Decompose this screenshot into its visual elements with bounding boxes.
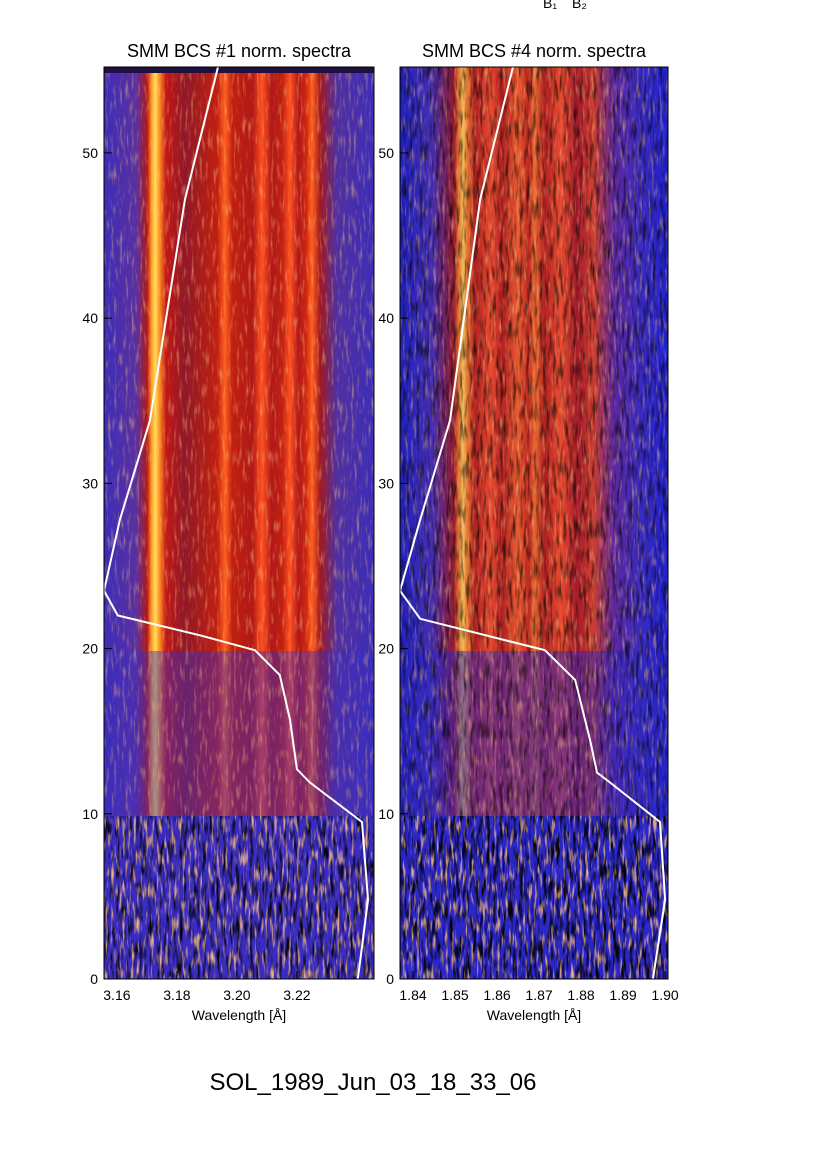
panel-title: SMM BCS #1 norm. spectra <box>127 41 352 61</box>
x-tick-label: 1.90 <box>651 987 678 1003</box>
y-tick-label: 20 <box>82 641 98 657</box>
y-tick-label: 0 <box>90 971 98 987</box>
panel-title: SMM BCS #4 norm. spectra <box>422 41 647 61</box>
x-axis-label: Wavelength [Å] <box>192 1007 286 1023</box>
plot-frame <box>399 66 669 980</box>
y-tick-label: 40 <box>82 310 98 326</box>
x-tick-label: 3.22 <box>283 987 310 1003</box>
top-label: B₁ <box>543 0 557 11</box>
light-curve <box>398 66 667 980</box>
x-tick-label: 3.20 <box>223 987 250 1003</box>
y-tick-label: 10 <box>82 806 98 822</box>
light-curve <box>102 66 370 980</box>
x-tick-label: 1.89 <box>609 987 636 1003</box>
x-axis-label: Wavelength [Å] <box>487 1007 581 1023</box>
y-tick-label: 50 <box>82 145 98 161</box>
x-tick-label: 1.86 <box>483 987 510 1003</box>
heatmap-image <box>104 67 668 979</box>
y-tick-label: 0 <box>386 971 394 987</box>
x-tick-label: 1.87 <box>525 987 552 1003</box>
y-tick-label: 30 <box>378 475 394 491</box>
x-tick-label: 1.88 <box>567 987 594 1003</box>
y-tick-label: 10 <box>378 806 394 822</box>
footer: SOL_1989_Jun_03_18_33_06 <box>210 1069 537 1096</box>
x-tick-label: 3.18 <box>163 987 190 1003</box>
x-tick-label: 1.85 <box>441 987 468 1003</box>
plot-frame <box>103 66 375 980</box>
y-tick-label: 20 <box>378 641 394 657</box>
x-tick-label: 1.84 <box>399 987 426 1003</box>
y-tick-label: 50 <box>378 145 394 161</box>
top-label: B₂ <box>572 0 587 11</box>
y-tick-label: 40 <box>378 310 394 326</box>
x-tick-label: 3.16 <box>103 987 130 1003</box>
y-tick-label: 30 <box>82 475 98 491</box>
